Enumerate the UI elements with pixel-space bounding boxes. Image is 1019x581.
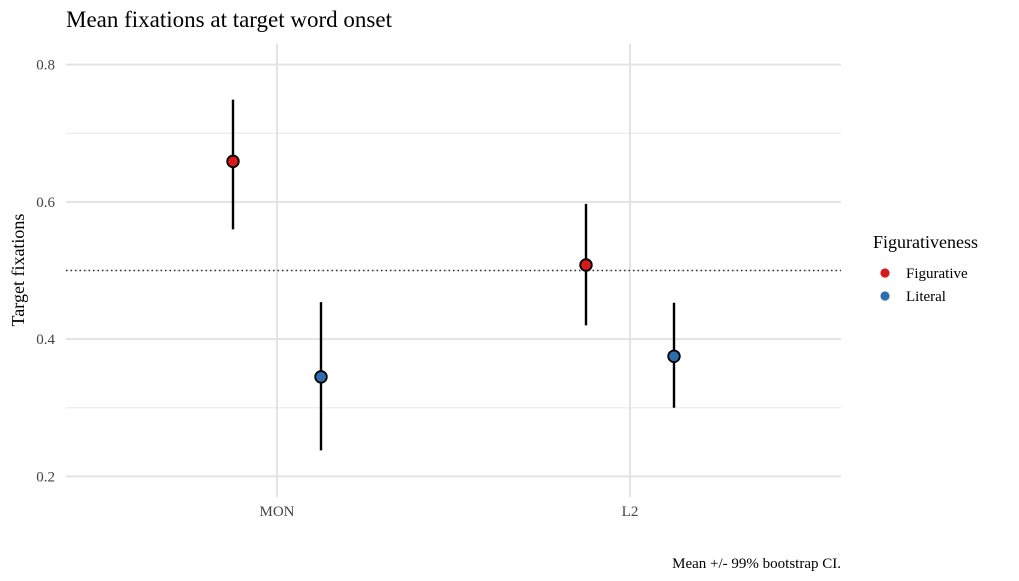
legend-items: Figurative Literal [880,266,968,305]
y-tick-label: 0.8 [36,58,55,74]
legend-key [880,268,890,278]
caption: Mean +/- 99% bootstrap CI. [672,556,841,572]
x-tick-label: L2 [622,504,639,520]
chart-title: Mean fixations at target word onset [66,7,393,32]
data-point [579,258,593,272]
x-axis-ticks: MON L2 [259,504,638,520]
data-point [226,154,240,169]
y-axis-ticks: 0.2 0.4 0.6 0.8 [36,58,55,486]
legend-title: Figurativeness [873,232,978,252]
legend-key [880,291,890,301]
x-tick-label: MON [259,504,294,520]
y-axis-title: Target fixations [8,214,28,327]
legend-label: Figurative [906,266,968,282]
data-point [667,349,681,363]
legend: Figurativeness Figurative Literal [873,232,978,305]
data-point [314,370,328,384]
data-marks [226,99,681,451]
y-tick-label: 0.4 [36,332,55,348]
y-tick-label: 0.2 [36,469,55,485]
legend-label: Literal [906,289,946,305]
y-tick-label: 0.6 [36,195,55,211]
